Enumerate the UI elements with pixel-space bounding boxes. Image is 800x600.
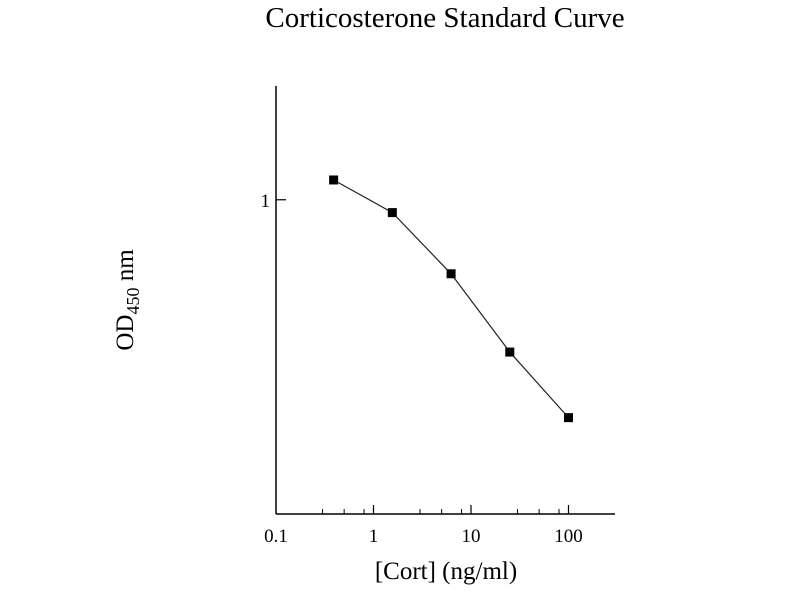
data-point-marker	[446, 269, 456, 279]
x-axis-label: [Cort] (ng/ml)	[374, 558, 518, 585]
data-point-marker	[563, 413, 573, 423]
x-tick-label: 10	[461, 526, 480, 547]
chart-title: Corticosterone Standard Curve	[265, 2, 625, 34]
x-tick-label: 100	[554, 526, 583, 547]
data-point-marker	[329, 175, 339, 185]
y-tick-label: 1	[261, 191, 271, 212]
data-point-marker	[387, 208, 397, 218]
series-line	[333, 179, 569, 419]
x-tick-label: 1	[369, 526, 379, 547]
x-tick-label: 0.1	[264, 526, 288, 547]
data-point-marker	[505, 347, 515, 357]
